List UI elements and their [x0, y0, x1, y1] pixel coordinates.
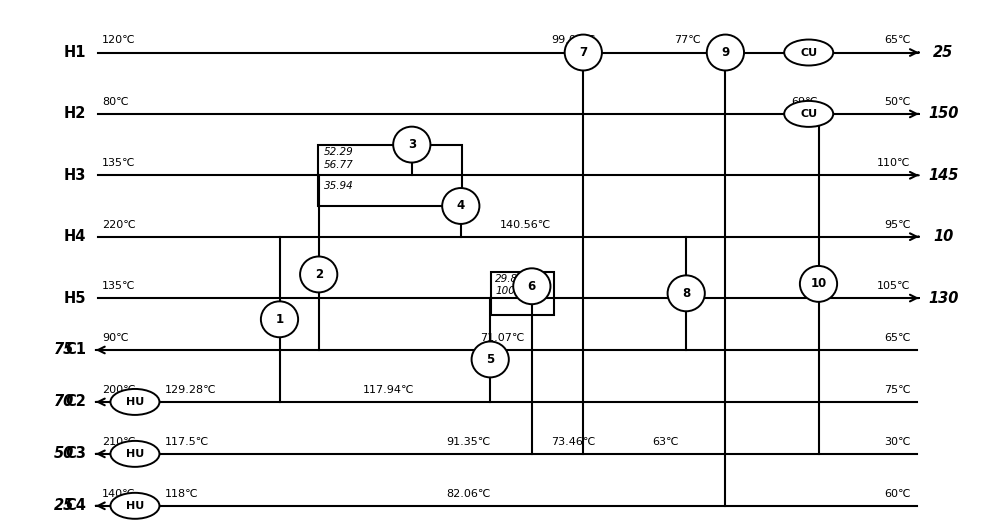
Text: H4: H4 — [64, 229, 86, 244]
Text: 30℃: 30℃ — [884, 437, 911, 447]
Text: H5: H5 — [63, 290, 86, 306]
Circle shape — [300, 257, 337, 293]
Circle shape — [800, 266, 837, 302]
Text: 129.28℃: 129.28℃ — [164, 385, 216, 395]
Text: 130: 130 — [928, 290, 959, 306]
Ellipse shape — [784, 101, 833, 127]
Text: 118℃: 118℃ — [164, 489, 198, 499]
Text: 75: 75 — [54, 342, 74, 358]
Text: C1: C1 — [65, 342, 86, 358]
Text: CU: CU — [800, 48, 817, 58]
Text: 99.06℃: 99.06℃ — [551, 36, 596, 46]
Text: 56.77: 56.77 — [324, 160, 353, 170]
Text: 140℃: 140℃ — [102, 489, 136, 499]
Ellipse shape — [110, 493, 159, 519]
Text: 117.94℃: 117.94℃ — [363, 385, 414, 395]
Text: 200℃: 200℃ — [102, 385, 136, 395]
Text: 117.5℃: 117.5℃ — [164, 437, 209, 447]
Text: CU: CU — [800, 109, 817, 119]
Text: 95℃: 95℃ — [884, 219, 911, 229]
Text: 10: 10 — [933, 229, 954, 244]
Text: 69℃: 69℃ — [792, 97, 818, 107]
Text: 80℃: 80℃ — [102, 97, 129, 107]
Text: 2: 2 — [315, 268, 323, 281]
Text: 90℃: 90℃ — [102, 333, 129, 343]
Text: 9: 9 — [721, 46, 730, 59]
Text: 29.8: 29.8 — [495, 275, 518, 285]
Text: 52.29: 52.29 — [324, 147, 353, 157]
Text: 65℃: 65℃ — [884, 333, 911, 343]
Circle shape — [513, 268, 550, 304]
Text: 150: 150 — [928, 107, 959, 121]
Circle shape — [565, 34, 602, 70]
Text: 7: 7 — [579, 46, 587, 59]
Text: HU: HU — [126, 397, 144, 407]
Text: 145: 145 — [928, 168, 959, 183]
Circle shape — [442, 188, 479, 224]
Text: 25: 25 — [54, 498, 74, 514]
Text: H2: H2 — [64, 107, 86, 121]
Ellipse shape — [110, 441, 159, 467]
Text: 77℃: 77℃ — [674, 36, 701, 46]
Text: 71.07℃: 71.07℃ — [480, 333, 525, 343]
Text: 120℃: 120℃ — [102, 36, 136, 46]
Text: 75℃: 75℃ — [884, 385, 911, 395]
Text: 73.46℃: 73.46℃ — [551, 437, 596, 447]
Ellipse shape — [110, 389, 159, 415]
Text: 3: 3 — [408, 138, 416, 151]
Text: 220℃: 220℃ — [102, 219, 136, 229]
Ellipse shape — [784, 40, 833, 66]
Text: 60℃: 60℃ — [884, 489, 911, 499]
Text: C4: C4 — [65, 498, 86, 514]
Text: 65℃: 65℃ — [884, 36, 911, 46]
Text: H3: H3 — [64, 168, 86, 183]
Text: 70: 70 — [54, 394, 74, 410]
Text: 50℃: 50℃ — [884, 97, 911, 107]
Text: 105℃: 105℃ — [877, 281, 911, 291]
Text: 82.06℃: 82.06℃ — [446, 489, 490, 499]
Text: HU: HU — [126, 501, 144, 511]
Text: 5: 5 — [486, 353, 494, 366]
Text: C3: C3 — [65, 446, 86, 462]
Text: H1: H1 — [63, 45, 86, 60]
Text: 1: 1 — [275, 313, 284, 326]
Text: 91.35℃: 91.35℃ — [446, 437, 490, 447]
Circle shape — [393, 127, 430, 163]
Text: 4: 4 — [457, 199, 465, 213]
Circle shape — [707, 34, 744, 70]
Text: 25: 25 — [933, 45, 954, 60]
Text: 6: 6 — [528, 280, 536, 293]
Text: 63℃: 63℃ — [652, 437, 678, 447]
Text: C2: C2 — [65, 394, 86, 410]
Text: 140.56℃: 140.56℃ — [500, 219, 551, 229]
Text: 10: 10 — [810, 277, 827, 290]
Text: 210℃: 210℃ — [102, 437, 136, 447]
Text: 110℃: 110℃ — [877, 158, 911, 168]
Circle shape — [261, 302, 298, 337]
Text: 35.94: 35.94 — [324, 181, 353, 191]
Circle shape — [668, 276, 705, 311]
Text: 100.2: 100.2 — [495, 286, 525, 296]
Text: 50: 50 — [54, 446, 74, 462]
Text: 8: 8 — [682, 287, 690, 300]
Text: 135℃: 135℃ — [102, 158, 136, 168]
Text: HU: HU — [126, 449, 144, 459]
Circle shape — [472, 341, 509, 377]
Text: 135℃: 135℃ — [102, 281, 136, 291]
